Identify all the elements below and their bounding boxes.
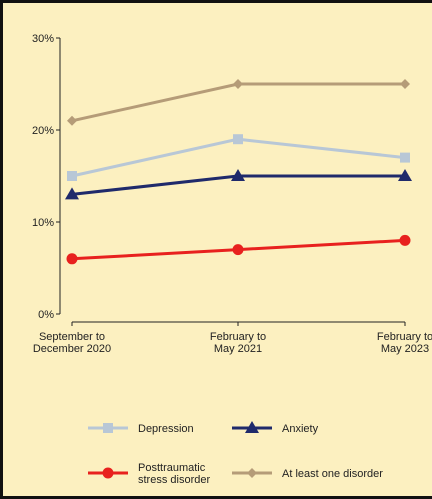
- legend-swatch-marker: [102, 467, 114, 479]
- data-point: [233, 79, 243, 89]
- x-tick-label: May 2023: [381, 343, 429, 355]
- legend-swatch-marker: [245, 421, 259, 433]
- legend-label: Depression: [138, 423, 194, 435]
- x-tick-label: May 2021: [214, 343, 262, 355]
- legend-label: Anxiety: [282, 423, 319, 435]
- series-line-at-least-one-disorder: [71, 82, 405, 123]
- x-tick-label: February to: [377, 331, 432, 343]
- data-point: [231, 169, 245, 181]
- x-tick-label: December 2020: [33, 343, 111, 355]
- data-point: [399, 234, 411, 246]
- y-tick-label: 0%: [38, 309, 54, 321]
- data-point: [67, 115, 77, 126]
- data-point: [232, 244, 244, 256]
- x-tick-label: February to: [210, 331, 266, 343]
- legend-label: At least one disorder: [282, 468, 383, 480]
- data-point: [65, 187, 79, 200]
- y-tick-label: 30%: [32, 33, 54, 45]
- data-point: [400, 152, 410, 163]
- data-point: [398, 169, 412, 181]
- legend-swatch-marker: [247, 468, 257, 478]
- legend-swatch-marker: [103, 423, 113, 433]
- y-tick-label: 20%: [32, 125, 54, 137]
- data-point: [400, 79, 410, 89]
- x-tick-label: September to: [39, 331, 105, 343]
- legend-label: Posttraumatic: [138, 462, 206, 474]
- data-point: [66, 253, 78, 265]
- data-point: [67, 171, 77, 181]
- y-tick-label: 10%: [32, 217, 54, 229]
- data-point: [233, 134, 243, 145]
- legend-label: stress disorder: [138, 474, 210, 486]
